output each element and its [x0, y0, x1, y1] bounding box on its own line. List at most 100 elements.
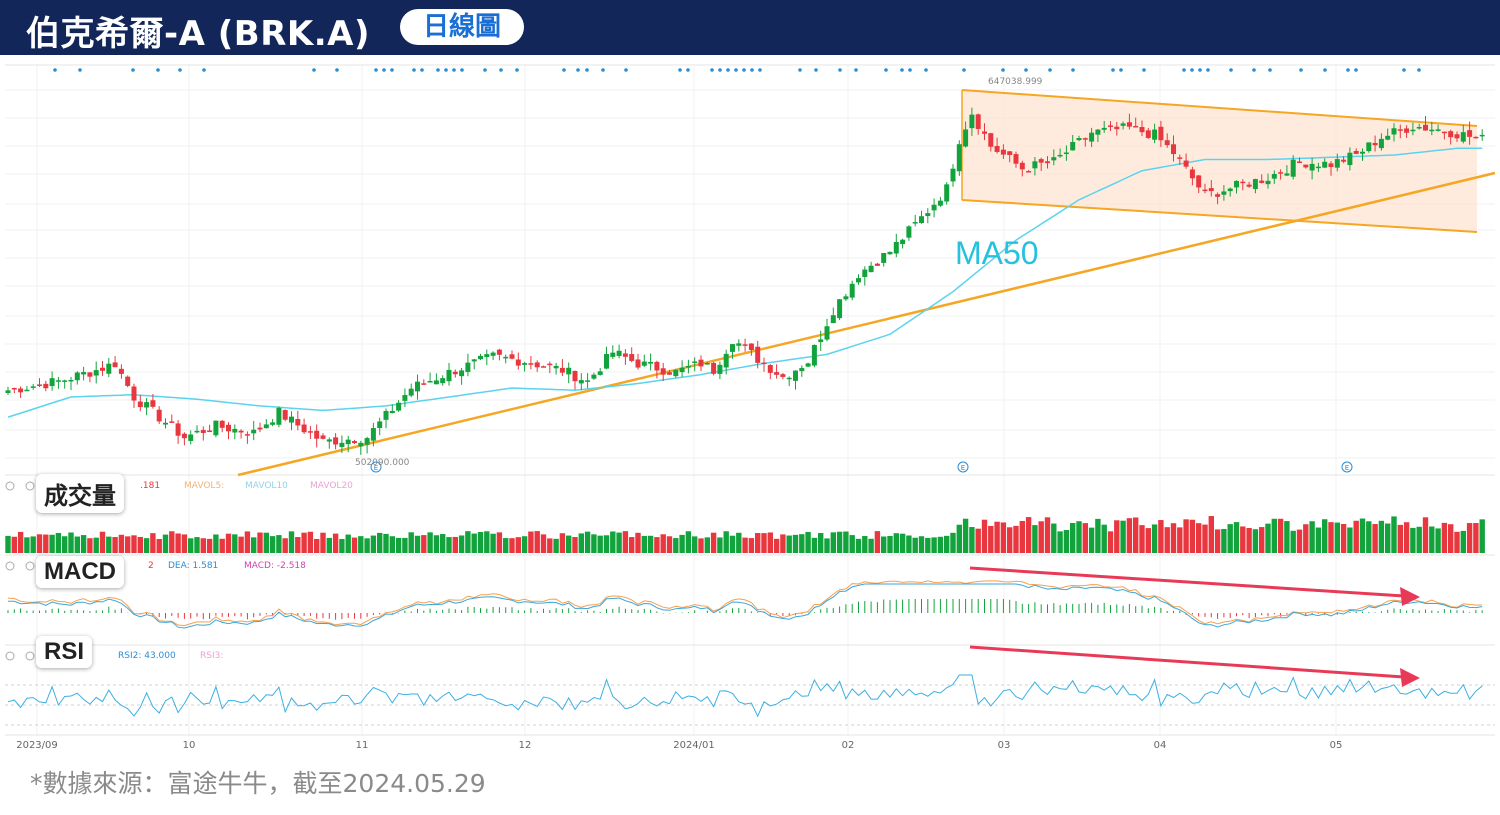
candle-body	[213, 420, 219, 436]
x-tick-label: 2023/09	[16, 740, 58, 751]
ma50-line	[7, 147, 1483, 418]
candle-body	[1479, 134, 1485, 137]
candle-body	[528, 363, 534, 365]
candle-body	[1416, 126, 1422, 129]
event-dot	[1252, 68, 1256, 72]
volume-bar	[1391, 516, 1397, 553]
volume-bar	[755, 533, 761, 553]
candle-body	[270, 422, 276, 425]
event-dot	[436, 68, 440, 72]
volume-bar	[723, 531, 729, 553]
candle-body	[1007, 151, 1013, 155]
candle-body	[81, 372, 87, 375]
volume-bar	[1296, 529, 1303, 553]
event-dot	[499, 68, 503, 72]
volume-bar	[364, 538, 370, 553]
volume-bar	[112, 537, 118, 553]
event-dot	[420, 68, 424, 72]
volume-bar	[559, 533, 566, 553]
volume-bar	[1366, 521, 1372, 553]
volume-bar	[1340, 523, 1347, 553]
volume-bar	[855, 538, 862, 553]
volume-bar	[994, 521, 1000, 553]
low-price-label: 502090.000	[355, 458, 410, 468]
event-dot	[884, 68, 888, 72]
candle-body	[912, 222, 918, 224]
volume-bar	[36, 534, 43, 553]
volume-bar	[1196, 523, 1202, 553]
volume-bar	[773, 538, 780, 553]
candle-body	[616, 350, 622, 356]
candle-body	[1208, 188, 1214, 192]
volume-bar	[1107, 531, 1114, 553]
candle-body	[1265, 180, 1271, 185]
volume-bar	[666, 536, 673, 553]
volume-bar	[956, 524, 962, 553]
volume-bar	[1038, 521, 1044, 553]
volume-bar	[528, 531, 534, 553]
channel-bottom-line	[961, 199, 1478, 233]
candle-body	[194, 430, 200, 433]
volume-bar	[717, 537, 723, 553]
candle-body	[925, 213, 931, 217]
candle-body	[490, 352, 496, 356]
header-bar: 伯克希爾-A (BRK.A) 日線圖	[0, 0, 1500, 55]
candle-body	[144, 402, 150, 408]
candle-body	[736, 343, 742, 346]
candle-body	[320, 435, 326, 439]
candle-body	[1278, 172, 1284, 174]
volume-bar	[1378, 520, 1385, 553]
mavol20-label: MAVOL20	[310, 481, 353, 491]
volume-bar	[244, 531, 251, 553]
volume-bar	[225, 533, 232, 553]
candle-body	[1309, 163, 1315, 171]
candle-body	[679, 367, 685, 373]
candle-body	[780, 374, 786, 377]
candle-body	[1133, 125, 1139, 128]
candle-body	[906, 226, 912, 238]
volume-bar	[1309, 521, 1315, 553]
volume-bar	[351, 537, 358, 553]
candle-body	[547, 363, 553, 366]
earnings-marker-letter: E	[1345, 464, 1349, 472]
volume-bar	[786, 535, 792, 553]
event-dot	[838, 68, 842, 72]
macd-dif-label: 2	[148, 561, 154, 571]
event-dot	[1346, 68, 1350, 72]
volume-bar	[830, 532, 836, 553]
event-dot	[1198, 68, 1202, 72]
volume-bar	[1158, 520, 1164, 553]
event-dot	[962, 68, 966, 72]
volume-bar	[194, 537, 200, 553]
volume-bar	[1013, 525, 1019, 553]
volume-bar	[679, 534, 685, 553]
candle-body	[282, 410, 288, 420]
candle-body	[963, 129, 969, 147]
candle-body	[559, 367, 565, 373]
candle-body	[377, 421, 383, 428]
volume-bar	[408, 532, 414, 553]
event-dot	[452, 68, 456, 72]
volume-bar	[647, 535, 654, 553]
volume-bar	[301, 532, 307, 553]
volume-bar	[1114, 520, 1120, 553]
volume-bar	[622, 531, 629, 553]
candle-body	[1215, 194, 1221, 197]
candle-body	[685, 366, 691, 368]
ma50-series-line	[7, 147, 1483, 418]
candle-body	[717, 364, 723, 374]
settings-icon	[5, 481, 15, 491]
stock-chart: E E E 2023/09 10 11 12 2024/01 02 03 04 05 647038.…	[5, 64, 1496, 751]
volume-bar	[251, 537, 257, 553]
candle-body	[1227, 188, 1233, 192]
candle-body	[1240, 181, 1246, 184]
candle-body	[125, 376, 131, 386]
candle-body	[1045, 161, 1050, 164]
candle-body	[55, 380, 61, 382]
candle-body	[232, 428, 238, 433]
candle-body	[774, 372, 780, 375]
volume-bar	[68, 532, 74, 553]
candle-body	[68, 379, 74, 382]
event-dot	[1001, 68, 1005, 72]
ma50-annotation: MA50	[955, 235, 1039, 271]
